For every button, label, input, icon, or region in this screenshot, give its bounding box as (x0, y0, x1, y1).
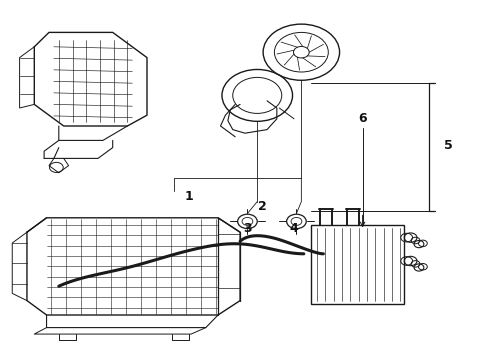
Bar (311, 225, 404, 304)
Text: 2: 2 (258, 201, 267, 213)
Text: 5: 5 (444, 139, 453, 152)
Text: 4: 4 (290, 222, 298, 235)
Text: 1: 1 (184, 190, 193, 203)
Text: 3: 3 (243, 222, 252, 235)
Text: 6: 6 (358, 112, 367, 125)
